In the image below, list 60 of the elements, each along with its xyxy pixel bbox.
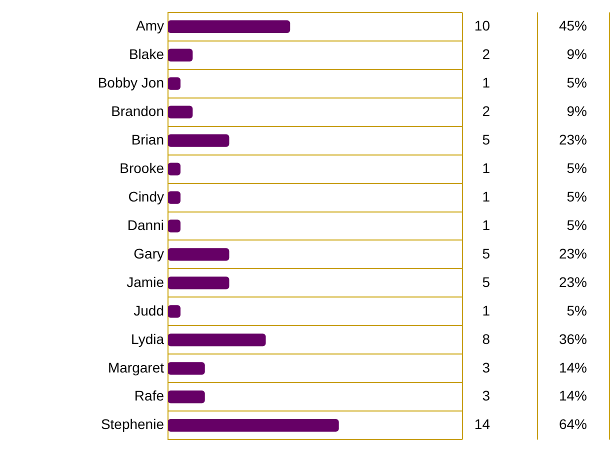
- bar: [168, 390, 205, 404]
- bar: [168, 248, 230, 261]
- bar: [168, 106, 193, 118]
- data-label: 2: [482, 102, 490, 119]
- text: 5%: [566, 74, 587, 90]
- text: 64%: [558, 416, 587, 432]
- bar: [168, 362, 205, 375]
- data-label: 5: [482, 245, 490, 262]
- text: 5%: [566, 188, 587, 204]
- text: 5%: [566, 160, 587, 176]
- bar: [168, 77, 181, 90]
- text: 36%: [558, 330, 587, 347]
- data-label: 3: [482, 388, 490, 404]
- text: 9%: [566, 46, 587, 62]
- text: 9%: [566, 102, 587, 119]
- y-tick-label: Brooke: [120, 160, 164, 176]
- y-tick-label: Cindy: [128, 188, 164, 204]
- y-tick-label: Gary: [134, 245, 164, 262]
- bar: [168, 334, 266, 346]
- y-tick-label: Danni: [127, 216, 164, 233]
- y-tick-label: Brian: [131, 131, 164, 148]
- text: 14%: [558, 388, 587, 404]
- data-label: 5: [482, 274, 490, 290]
- bar: [168, 419, 339, 432]
- text: 5%: [566, 216, 587, 233]
- bar: [168, 276, 230, 290]
- data-label: 3: [482, 359, 490, 376]
- y-tick-label: Judd: [134, 302, 164, 318]
- data-label: 5: [482, 131, 490, 148]
- data-label: 1: [482, 160, 490, 176]
- y-tick-label: Rafe: [134, 388, 164, 404]
- text: 23%: [558, 245, 587, 262]
- data-label: 1: [482, 302, 490, 318]
- text: 23%: [558, 131, 587, 148]
- data-label: 14: [474, 416, 490, 432]
- text: 5%: [566, 302, 587, 318]
- text: 23%: [558, 274, 587, 290]
- bar: [168, 305, 181, 318]
- y-tick-label: Amy: [136, 18, 164, 34]
- bar: [168, 191, 181, 204]
- data-label: 10: [474, 18, 490, 34]
- y-tick-label: Lydia: [131, 330, 164, 347]
- bar: [168, 134, 230, 147]
- bar: [168, 220, 181, 232]
- y-tick-label: Brandon: [111, 102, 164, 119]
- y-tick-label: Bobby Jon: [98, 74, 164, 90]
- y-tick-label: Jamie: [126, 274, 164, 290]
- text: 45%: [558, 18, 587, 34]
- data-label: 2: [482, 46, 490, 62]
- y-tick-label: Blake: [128, 46, 164, 62]
- bar: [168, 48, 193, 62]
- data-label: 8: [482, 330, 490, 347]
- bar: [168, 20, 290, 33]
- text: 14%: [558, 359, 587, 376]
- bar: [168, 162, 181, 176]
- data-label: 1: [482, 188, 490, 204]
- data-label: 1: [482, 74, 490, 90]
- data-label: 1: [482, 216, 490, 233]
- y-tick-label: Margaret: [108, 359, 164, 376]
- y-tick-label: Stephenie: [100, 416, 164, 432]
